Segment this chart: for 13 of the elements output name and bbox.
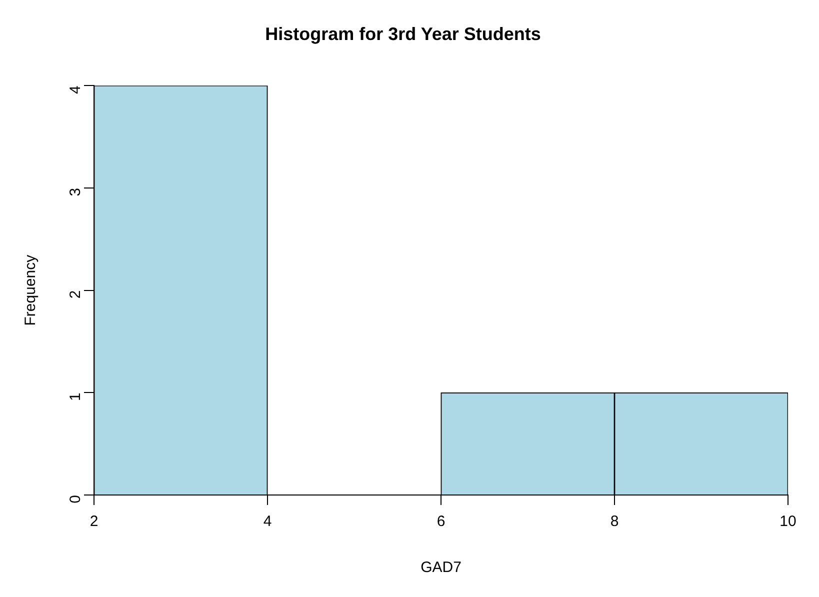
x-tick-label: 8	[610, 513, 619, 530]
x-tick-label: 2	[90, 513, 98, 530]
x-tick-label: 4	[263, 513, 272, 530]
y-axis-title: Frequency	[22, 254, 40, 326]
x-axis-title: GAD7	[420, 559, 462, 576]
y-tick-label: 4	[67, 86, 84, 94]
x-tick-label: 10	[780, 513, 796, 530]
y-tick-label: 2	[67, 290, 84, 299]
chart-title: Histogram for 3rd Year Students	[265, 24, 541, 44]
y-tick-label: 3	[67, 188, 84, 196]
y-tick-label: 1	[67, 392, 84, 401]
x-tick-label: 6	[436, 513, 446, 530]
y-tick-label: 0	[67, 495, 84, 504]
